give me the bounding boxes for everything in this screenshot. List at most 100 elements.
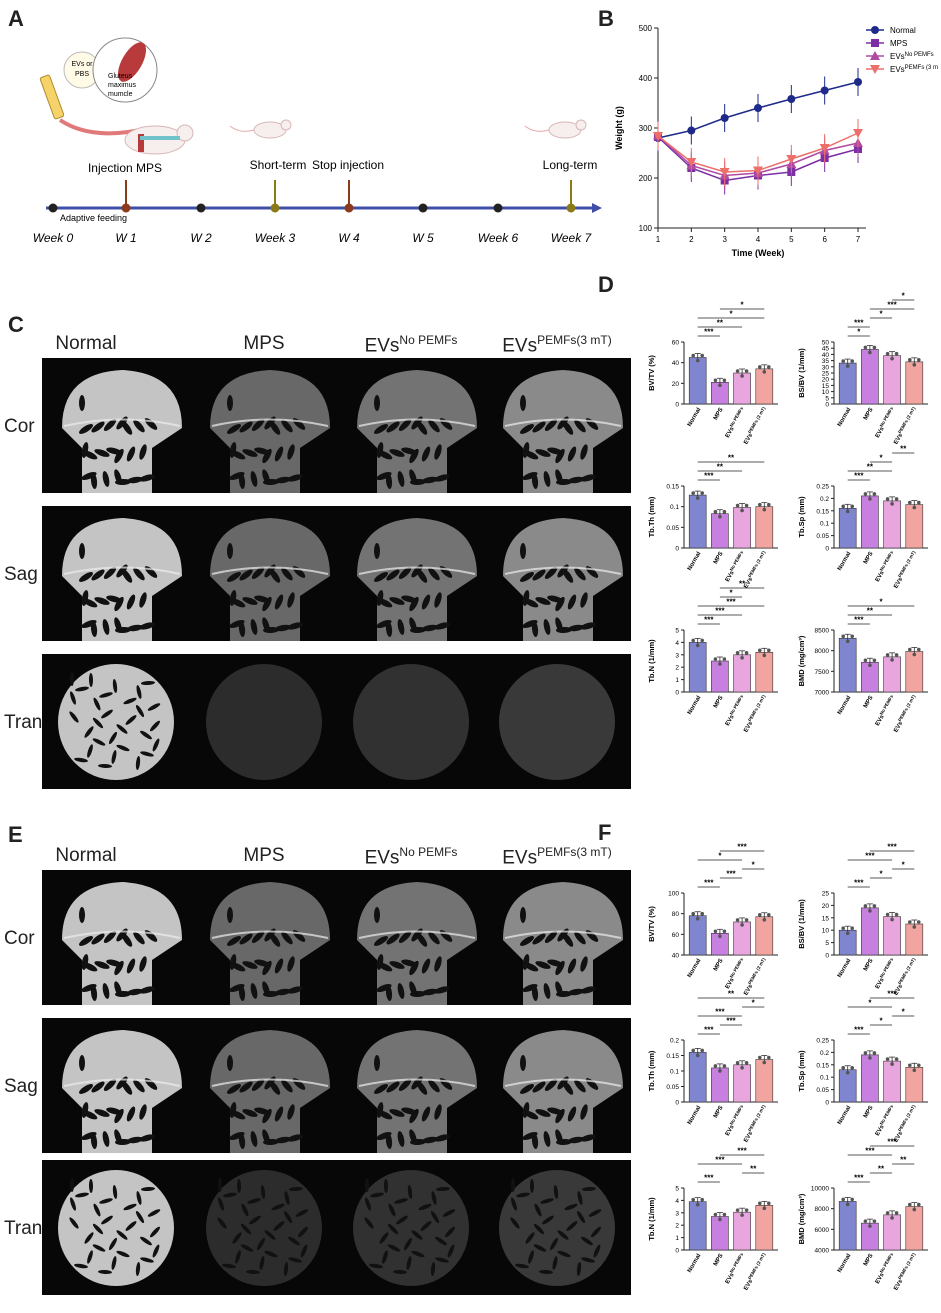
y-tick-label: 0.15 <box>816 508 829 515</box>
data-point <box>695 1053 700 1058</box>
x-tick-label: 7 <box>856 235 861 244</box>
data-point <box>758 502 762 507</box>
micro-ct-image <box>337 654 485 789</box>
significance-label: * <box>729 310 733 319</box>
timeline-point <box>418 203 428 213</box>
y-tick-label: 0 <box>675 690 679 697</box>
data-point <box>890 917 894 922</box>
muscle-label-3: mumcle <box>108 91 133 98</box>
y-tick-label: 10 <box>822 928 830 935</box>
y-tick-label: 15 <box>822 915 830 922</box>
data-point <box>912 505 917 510</box>
data-point <box>841 1065 845 1070</box>
significance-label: *** <box>854 879 864 888</box>
bar <box>711 513 729 549</box>
data-point <box>850 634 854 639</box>
data-point <box>700 1197 704 1202</box>
bar <box>838 1069 857 1103</box>
data-point <box>758 1055 762 1060</box>
data-point <box>762 1206 767 1211</box>
significance-label: *** <box>887 1138 897 1147</box>
bar <box>861 349 879 405</box>
y-tick-label: 10000 <box>811 1186 829 1193</box>
data-point <box>890 356 894 361</box>
data-point <box>691 638 695 643</box>
data-point <box>744 503 749 508</box>
y-tick-label: 400 <box>639 74 653 83</box>
data-point <box>740 508 744 513</box>
micro-ct-image <box>483 870 631 1005</box>
y-tick-label: 45 <box>822 346 830 353</box>
significance-label: *** <box>726 598 736 607</box>
bar <box>838 637 857 693</box>
data-point <box>917 358 921 362</box>
data-point <box>744 1061 749 1065</box>
y-tick-label: 3 <box>675 652 679 659</box>
bar <box>883 1214 901 1251</box>
data-point <box>753 166 763 176</box>
x-tick-label: 6 <box>822 235 827 244</box>
data-point <box>912 652 917 657</box>
bar <box>883 1060 901 1103</box>
y-tick-label: 4 <box>675 640 679 647</box>
significance-label: ** <box>878 1165 885 1174</box>
y-tick-label: 0.15 <box>666 484 679 491</box>
data-point <box>718 934 722 939</box>
timeline-point <box>493 203 503 213</box>
micro-ct-image <box>190 870 338 1005</box>
data-point <box>845 1070 850 1075</box>
bar <box>733 507 751 549</box>
x-tick-label: Normal <box>837 958 853 979</box>
bar <box>733 654 751 693</box>
significance-label: * <box>879 1017 883 1026</box>
data-point <box>850 1197 854 1202</box>
x-tick-label: EVsNo PEMFs <box>723 1104 747 1138</box>
data-point <box>894 1057 899 1061</box>
data-point <box>718 1069 722 1073</box>
significance-label: *** <box>865 1147 875 1156</box>
significance-label: *** <box>737 1147 747 1156</box>
significance-label: *** <box>704 472 714 481</box>
micro-ct-image <box>42 1018 190 1153</box>
y-axis-label: BV/TV (%) <box>647 906 656 942</box>
data-point <box>863 904 868 908</box>
significance-label: * <box>729 589 733 598</box>
y-tick-label: 0.2 <box>820 496 829 503</box>
y-tick-label: 25 <box>822 371 830 378</box>
data-point <box>758 1201 762 1206</box>
data-point <box>744 1208 749 1212</box>
data-point <box>740 923 744 927</box>
bar <box>755 1059 774 1103</box>
bar <box>905 1206 924 1251</box>
data-point <box>735 918 740 922</box>
y-tick-label: 8000 <box>815 1206 830 1213</box>
y-tick-label: 7000 <box>815 690 830 697</box>
group-header: MPS <box>243 333 285 354</box>
data-point <box>863 492 868 496</box>
data-point <box>740 1213 744 1217</box>
x-tick-label: EVsNo PEMFs <box>873 694 897 728</box>
y-axis-label: BV/TV (%) <box>647 355 656 391</box>
significance-label: *** <box>854 472 864 481</box>
data-point <box>767 912 771 917</box>
group-header: EVsPEMFs(3 mT) <box>502 333 612 357</box>
y-tick-label: 0.1 <box>820 521 829 528</box>
y-axis-label: BMD (mg/cm³) <box>797 635 806 686</box>
significance-label: *** <box>887 843 897 852</box>
panel-label-d: D <box>598 272 614 297</box>
legend-entry: EVsPEMFs (3 mT) <box>890 65 938 74</box>
significance-label: *** <box>887 301 897 310</box>
data-point <box>700 911 704 916</box>
group-header: MPS <box>243 845 285 866</box>
micro-ct-image <box>190 1018 338 1153</box>
data-point <box>758 912 762 917</box>
data-point <box>894 497 899 501</box>
data-point <box>718 514 722 519</box>
x-tick-label: EVsNo PEMFs <box>723 957 747 991</box>
data-point <box>740 656 744 660</box>
bar <box>905 651 924 693</box>
significance-label: *** <box>704 1174 714 1183</box>
data-point <box>854 78 862 86</box>
timeline-point <box>344 203 354 213</box>
